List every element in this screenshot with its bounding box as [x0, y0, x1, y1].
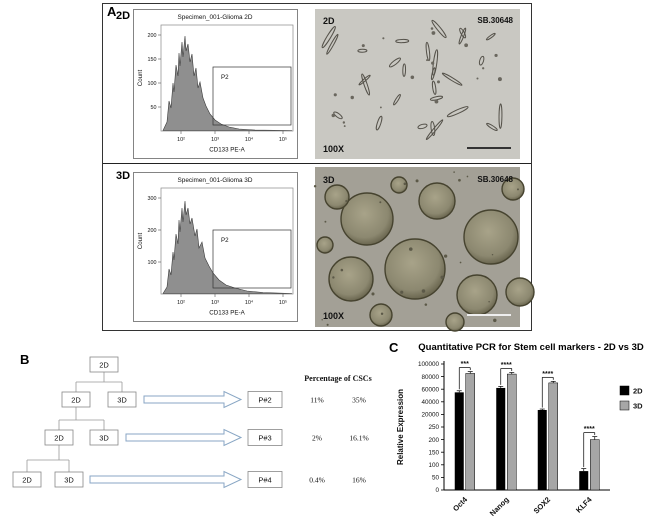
tree-node-label: 3D: [99, 434, 109, 443]
sample-id-label: SB.30648: [477, 175, 513, 184]
flow-title-2d: Specimen_001-Glioma 2D: [178, 14, 253, 21]
csc-percentage-header: Percentage of CSCs: [304, 374, 371, 383]
micrograph-background: [315, 9, 520, 159]
ytick-label: 100: [148, 81, 157, 87]
gate-rectangle: [212, 66, 292, 126]
svg-text:2D: 2D: [633, 387, 643, 396]
block-arrows: [89, 390, 243, 489]
flow-yticks-2d: [158, 34, 161, 108]
tree-node-label: 2D: [71, 396, 81, 405]
svg-text:Nanog: Nanog: [488, 495, 511, 518]
xtick-label: 10⁵: [279, 137, 287, 143]
passage-label: P#4: [258, 476, 271, 485]
flow-ylabel-2d: Count: [137, 69, 144, 86]
qpcr-bar-chart: 0 50 100 150 200 250 20000 40000 60000 80000 10000…: [396, 361, 643, 518]
xtick-label: 10⁴: [245, 300, 254, 306]
flow-title-3d: Specimen_001-Glioma 3D: [178, 177, 253, 184]
gate-label-3d: P2: [221, 237, 229, 244]
svg-text:200: 200: [428, 437, 439, 444]
svg-text:80000: 80000: [421, 374, 439, 381]
svg-text:60000: 60000: [421, 386, 439, 393]
svg-text:150: 150: [428, 449, 439, 456]
xtick-label: 10³: [211, 137, 219, 143]
flow-xticks-2d: [180, 131, 284, 134]
histogram-shape-2d: [162, 35, 293, 131]
xtick-label: 10⁴: [245, 137, 254, 143]
passage-label: P#2: [258, 396, 271, 405]
panel-a: A 2D Specimen_001-Glioma 2D Count 200 15…: [102, 3, 535, 332]
svg-text:3D: 3D: [633, 402, 643, 411]
flow-xticks-3d: [180, 294, 284, 297]
chart-title: Quantitative PCR for Stem cell markers -…: [418, 342, 644, 353]
svg-text:Oct4: Oct4: [451, 494, 470, 513]
ytick-label: 150: [148, 57, 157, 63]
flow-ylabel-3d: Count: [137, 232, 144, 249]
ytick-label: 200: [148, 228, 157, 234]
flow-xlabel-2d: CD133 PE-A: [209, 147, 245, 154]
ytick-label: 300: [148, 196, 157, 202]
condition-label-3d: 3D: [116, 170, 131, 182]
micrograph-corner-label-3d: 3D: [323, 175, 335, 185]
panel-a-label: A: [107, 4, 117, 19]
sample-id-label: SB.30648: [477, 16, 513, 25]
micrograph-3d: 3D SB.30648 100X: [313, 167, 535, 332]
gate-label-2d: P2: [221, 74, 229, 81]
xtick-label: 10⁵: [279, 300, 287, 306]
tree-node-label: 3D: [117, 396, 127, 405]
pct-2d-value: 2%: [312, 434, 322, 443]
svg-text:****: ****: [584, 426, 595, 433]
ytick-label: 100: [148, 260, 157, 266]
svg-text:100: 100: [428, 462, 439, 469]
flow-plot-area: [160, 24, 294, 132]
svg-text:Relative Expression: Relative Expression: [396, 389, 405, 465]
condition-label-2d: 2D: [116, 10, 131, 22]
magnification-label: 100X: [323, 144, 344, 154]
flow-xlabel-3d: CD133 PE-A: [209, 310, 245, 317]
svg-text:****: ****: [542, 371, 553, 378]
adherent-cells-texture: [321, 19, 503, 141]
flow-plot-area: [160, 187, 294, 295]
svg-text:SOX2: SOX2: [532, 495, 553, 516]
pct-3d-value: 16%: [352, 476, 366, 485]
xtick-label: 10³: [211, 300, 219, 306]
svg-text:20000: 20000: [421, 412, 439, 419]
flow-histogram-2d: Specimen_001-Glioma 2D Count 200 150 100…: [133, 9, 298, 159]
svg-text:KLF4: KLF4: [574, 494, 594, 514]
tree-root-label: 2D: [99, 361, 109, 370]
pct-3d-value: 16.1%: [349, 434, 368, 443]
svg-text:50: 50: [432, 475, 440, 482]
tree-boxes: [12, 356, 283, 488]
magnification-label: 100X: [323, 311, 344, 321]
pct-2d-value: 11%: [310, 396, 323, 405]
ytick-label: 200: [148, 33, 157, 39]
tree-node-label: 3D: [64, 476, 74, 485]
pct-2d-value: 0.4%: [309, 476, 325, 485]
svg-text:250: 250: [428, 424, 439, 431]
histogram-shape-3d: [162, 200, 293, 294]
spheroids-texture: [313, 171, 535, 332]
tree-connectors: [26, 372, 123, 472]
passage-label: P#3: [258, 434, 271, 443]
micrograph-corner-label-2d: 2D: [323, 16, 335, 26]
svg-text:100000: 100000: [418, 361, 440, 368]
pct-3d-value: 35%: [352, 396, 366, 405]
tree-node-label: 2D: [22, 476, 32, 485]
svg-text:40000: 40000: [421, 399, 439, 406]
svg-text:0: 0: [435, 487, 439, 494]
xtick-label: 10²: [177, 300, 185, 306]
tree-node-label: 2D: [54, 434, 64, 443]
micrograph-2d: 2D SB.30648 100X: [315, 9, 520, 159]
gate-rectangle: [212, 229, 292, 289]
flow-histogram-3d: Specimen_001-Glioma 3D Count 300 200 100…: [133, 172, 298, 322]
panel-a-divider: [103, 163, 531, 164]
panel-b-tree: 2D 2D 3D 2D 3D 2D 3D Percentage of CSCs …: [12, 356, 372, 489]
panel-c-label: C: [389, 340, 399, 355]
ytick-label: 50: [151, 105, 157, 111]
svg-text:****: ****: [501, 362, 512, 369]
svg-text:***: ***: [461, 361, 469, 368]
flow-yticks-3d: [158, 197, 161, 263]
xtick-label: 10²: [177, 137, 185, 143]
panel-b-label: B: [20, 352, 30, 367]
